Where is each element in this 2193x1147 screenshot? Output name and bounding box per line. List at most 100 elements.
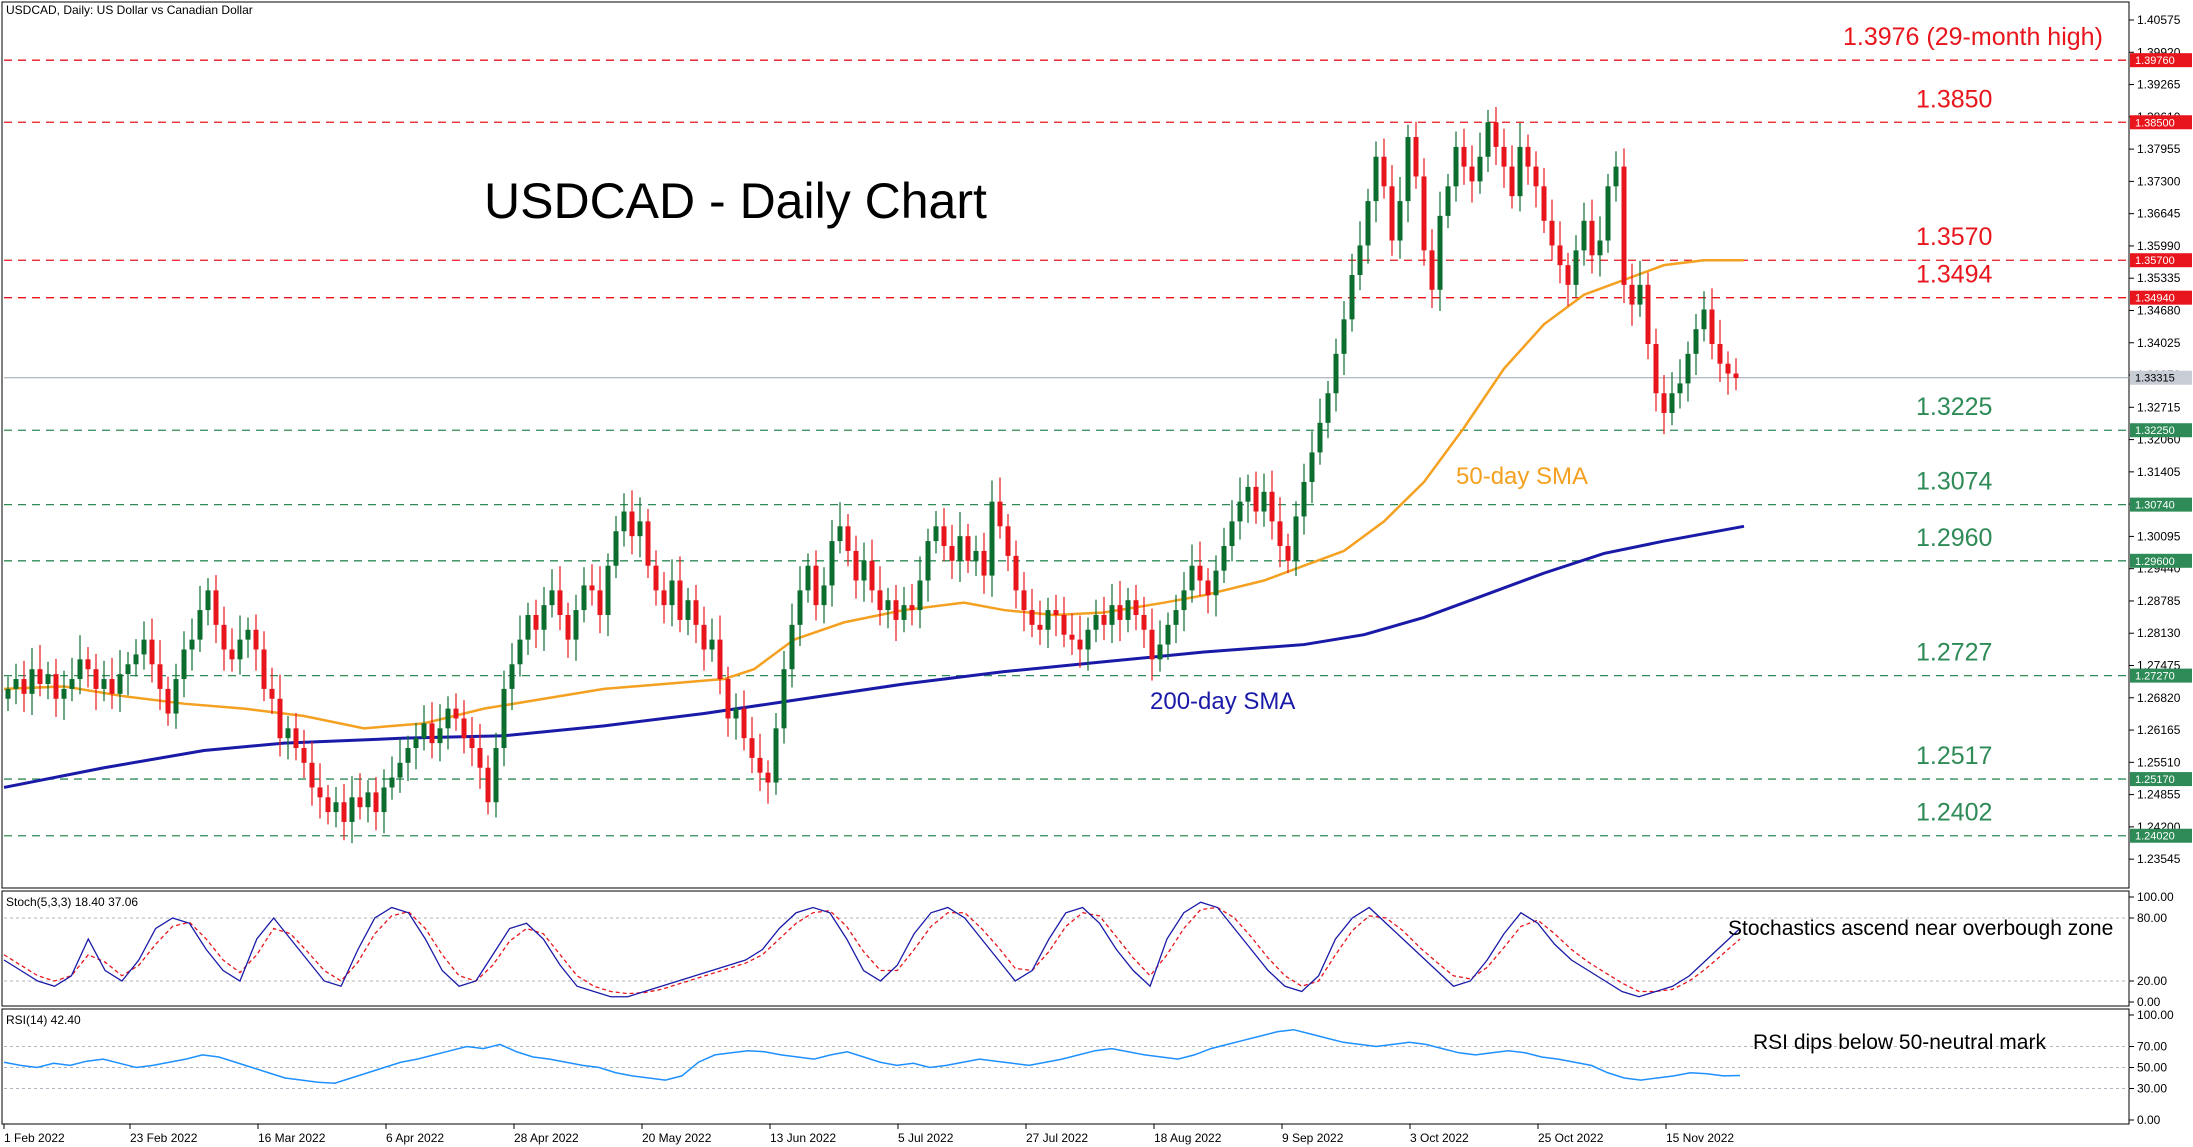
candle — [213, 575, 219, 644]
candle — [1005, 513, 1011, 572]
candle — [1485, 109, 1491, 173]
candle — [1077, 615, 1083, 668]
candle — [429, 702, 435, 759]
candle — [205, 578, 211, 626]
candle — [1397, 176, 1403, 259]
candle — [1373, 141, 1379, 223]
stoch-tick-label: 20.00 — [2137, 974, 2167, 988]
candle — [173, 663, 179, 729]
candle — [589, 564, 595, 606]
rsi-tick-label: 70.00 — [2137, 1040, 2167, 1054]
candle — [53, 658, 59, 717]
candle — [1421, 158, 1427, 266]
candle — [149, 618, 155, 683]
candle — [677, 556, 683, 633]
candle — [477, 723, 483, 789]
candle — [1669, 372, 1675, 426]
candle — [1037, 600, 1043, 646]
candle — [565, 602, 571, 658]
candle — [1053, 594, 1059, 637]
candle — [1653, 328, 1659, 412]
candle — [237, 615, 243, 675]
candle — [597, 566, 603, 634]
candle — [5, 676, 11, 712]
candle — [1341, 301, 1347, 376]
candle — [1573, 235, 1579, 298]
level-tag-text: 1.32250 — [2135, 425, 2175, 437]
candle — [1285, 533, 1291, 574]
candle — [1221, 527, 1227, 583]
candle — [293, 713, 299, 761]
candle — [381, 769, 387, 834]
candle — [453, 693, 459, 731]
candle — [269, 667, 275, 715]
candle — [1069, 613, 1075, 655]
candle — [1013, 540, 1019, 609]
candle — [309, 741, 315, 806]
candle — [485, 755, 491, 815]
x-tick-label: 28 Apr 2022 — [514, 1131, 579, 1145]
level-label: 1.3850 — [1916, 85, 1992, 113]
candle — [669, 559, 675, 627]
candle — [925, 528, 931, 602]
candle — [789, 603, 795, 688]
candle — [1181, 572, 1187, 632]
y-tick-label: 1.28130 — [2137, 626, 2181, 640]
sma50-label: 50-day SMA — [1456, 463, 1588, 490]
stoch-annotation: Stochastics ascend near overbough zone — [1728, 917, 2113, 940]
candle — [413, 722, 419, 770]
candle — [533, 599, 539, 649]
level-tag-text: 1.30740 — [2135, 500, 2175, 512]
candle — [301, 729, 307, 779]
level-label: 1.2402 — [1916, 799, 1992, 827]
date-axis: 1 Feb 2022 23 Feb 2022 16 Mar 2022 6 Apr 20… — [3, 1124, 1734, 1145]
candle — [829, 519, 835, 607]
rsi-panel-frame — [1, 1008, 2130, 1125]
candle — [749, 716, 755, 774]
candle — [557, 566, 563, 631]
sma-layer — [3, 258, 1745, 789]
x-tick-label: 16 Mar 2022 — [258, 1131, 326, 1145]
candle — [1029, 588, 1035, 638]
y-tick-label: 1.31405 — [2137, 465, 2181, 479]
candle — [989, 480, 995, 597]
candle — [1461, 128, 1467, 185]
level-tag — [2130, 115, 2192, 130]
candle — [949, 524, 955, 580]
candle — [1445, 173, 1451, 229]
candle — [1629, 263, 1635, 326]
x-tick-label: 13 Jun 2022 — [770, 1131, 836, 1145]
level-label: 1.3494 — [1916, 261, 1993, 289]
candle — [685, 587, 691, 636]
candle — [349, 776, 355, 844]
candle — [541, 586, 547, 651]
candle — [973, 535, 979, 577]
candle — [1205, 568, 1211, 614]
candle — [525, 602, 531, 655]
candle — [1565, 252, 1571, 307]
level-label: 1.2727 — [1916, 639, 1992, 667]
candle — [101, 660, 107, 702]
candle — [189, 618, 195, 671]
candle — [1685, 341, 1691, 402]
candle — [861, 542, 867, 602]
candle — [1301, 463, 1307, 535]
level-label: 1.3074 — [1916, 468, 1993, 496]
candle — [877, 566, 883, 626]
candle — [1317, 398, 1323, 465]
candle — [1581, 202, 1587, 266]
candle — [509, 643, 515, 711]
candle — [805, 553, 811, 603]
candle — [461, 700, 467, 754]
main-panel-frame — [1, 1, 2130, 889]
candle — [1021, 572, 1027, 632]
candle — [1125, 587, 1131, 633]
candle — [469, 716, 475, 767]
candle — [493, 732, 499, 818]
candle — [1501, 128, 1507, 188]
level-tag — [2130, 553, 2192, 568]
candle — [1509, 145, 1515, 209]
rsi-line — [3, 1028, 1741, 1085]
candle — [325, 784, 331, 825]
rsi-tick-label: 100.00 — [2137, 1008, 2174, 1022]
